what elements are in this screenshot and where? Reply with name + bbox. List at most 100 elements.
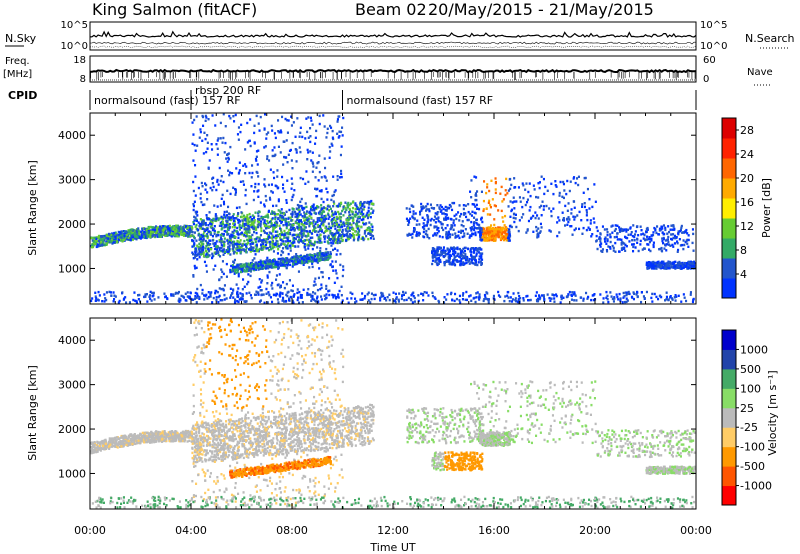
heatmap-cell [319,258,322,262]
heatmap-cell [348,213,351,217]
heatmap-cell [246,213,249,217]
heatmap-cell [208,254,211,257]
heatmap-cell [351,232,354,235]
heatmap-cell [226,230,229,234]
heatmap-cell [494,177,497,180]
heatmap-cell [204,137,207,141]
heatmap-cell [309,257,312,260]
heatmap-cell [238,169,241,172]
heatmap-cell [291,284,294,287]
heatmap-cell [682,239,685,242]
heatmap-cell [194,225,197,228]
heatmap-cell [254,185,257,189]
heatmap-cell [279,264,282,267]
heatmap-cell [604,240,607,243]
heatmap-cell [691,241,694,245]
heatmap-cell [251,171,254,175]
heatmap-cell [320,295,323,298]
heatmap-cell [327,222,330,225]
heatmap-cell [111,234,114,237]
heatmap-cell [461,250,464,253]
heatmap-cell [481,258,484,261]
heatmap-cell [216,139,219,142]
heatmap-cell [289,223,292,226]
heatmap-cell [271,264,274,267]
heatmap-cell [318,253,321,256]
heatmap-cell [220,223,223,226]
heatmap-cell [253,230,256,234]
heatmap-cell [124,232,127,235]
heatmap-cell [229,268,232,272]
heatmap-cell [337,229,340,232]
heatmap-cell [173,230,176,233]
heatmap-cell [298,213,301,217]
heatmap-cell [207,118,210,121]
heatmap-cell [355,222,358,226]
heatmap-cell [159,229,162,232]
heatmap-cell [244,270,247,273]
heatmap-cell [576,177,579,180]
heatmap-cell [210,143,213,146]
heatmap-cell [504,193,507,197]
heatmap-cell [94,239,97,242]
heatmap-cell [287,153,290,156]
heatmap-cell [512,213,515,216]
heatmap-cell [259,234,262,237]
heatmap-cell [248,237,251,240]
heatmap-cell [480,239,483,242]
heatmap-cell [323,220,326,223]
heatmap-cell [320,190,323,193]
heatmap-cell [472,224,475,227]
heatmap-cell [304,234,307,238]
heatmap-cell [127,230,130,233]
heatmap-cell [218,248,221,251]
heatmap-cell [270,212,273,215]
heatmap-cell [216,180,219,183]
heatmap-cell [285,226,288,230]
heatmap-cell [318,189,321,193]
heatmap-cell [316,258,319,261]
heatmap-cell [470,196,473,199]
heatmap-cell [606,239,609,243]
heatmap-cell [264,113,267,116]
heatmap-cell [459,256,462,259]
heatmap-cell [292,193,295,197]
heatmap-cell [433,207,436,210]
heatmap-cell [600,242,603,245]
heatmap-cell [193,244,196,248]
heatmap-cell [636,238,639,241]
heatmap-cell [470,220,473,224]
heatmap-cell [247,223,250,227]
heatmap-cell [194,267,197,270]
heatmap-cell [120,236,123,239]
heatmap-cell [228,212,231,216]
heatmap-cell [475,252,478,255]
heatmap-cell [195,239,198,242]
heatmap-cell [336,118,339,121]
heatmap-cell [275,213,278,216]
heatmap-cell [136,229,139,232]
heatmap-cell [230,216,233,219]
heatmap-cell [283,233,286,237]
heatmap-cell [529,194,532,198]
heatmap-cell [525,182,528,185]
heatmap-cell [220,243,223,247]
heatmap-cell [439,246,442,250]
heatmap-cell [685,239,688,242]
heatmap-cell [533,188,536,191]
heatmap-cell [275,243,278,246]
heatmap-cell [233,242,236,246]
heatmap-cell [281,238,284,241]
heatmap-cell [228,235,231,238]
heatmap-cell [281,115,284,119]
heatmap-cell [517,186,520,189]
heatmap-cell [305,170,308,173]
heatmap-cell [469,250,472,253]
heatmap-cell [318,224,321,228]
heatmap-cell [222,180,225,184]
heatmap-cell [342,268,345,272]
heatmap-cell [365,228,368,232]
heatmap-cell [323,175,326,178]
heatmap-cell [493,204,496,207]
heatmap-cell [329,124,332,128]
